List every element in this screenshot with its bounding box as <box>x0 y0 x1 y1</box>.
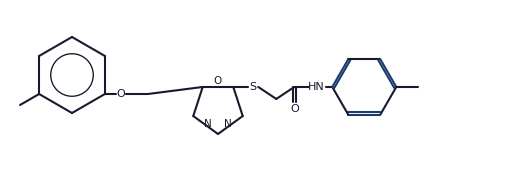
Text: O: O <box>214 76 222 86</box>
Text: N: N <box>224 119 232 129</box>
Text: O: O <box>116 89 125 99</box>
Text: S: S <box>250 82 257 92</box>
Text: O: O <box>290 104 299 114</box>
Text: HN: HN <box>308 82 325 92</box>
Text: N: N <box>204 119 211 129</box>
